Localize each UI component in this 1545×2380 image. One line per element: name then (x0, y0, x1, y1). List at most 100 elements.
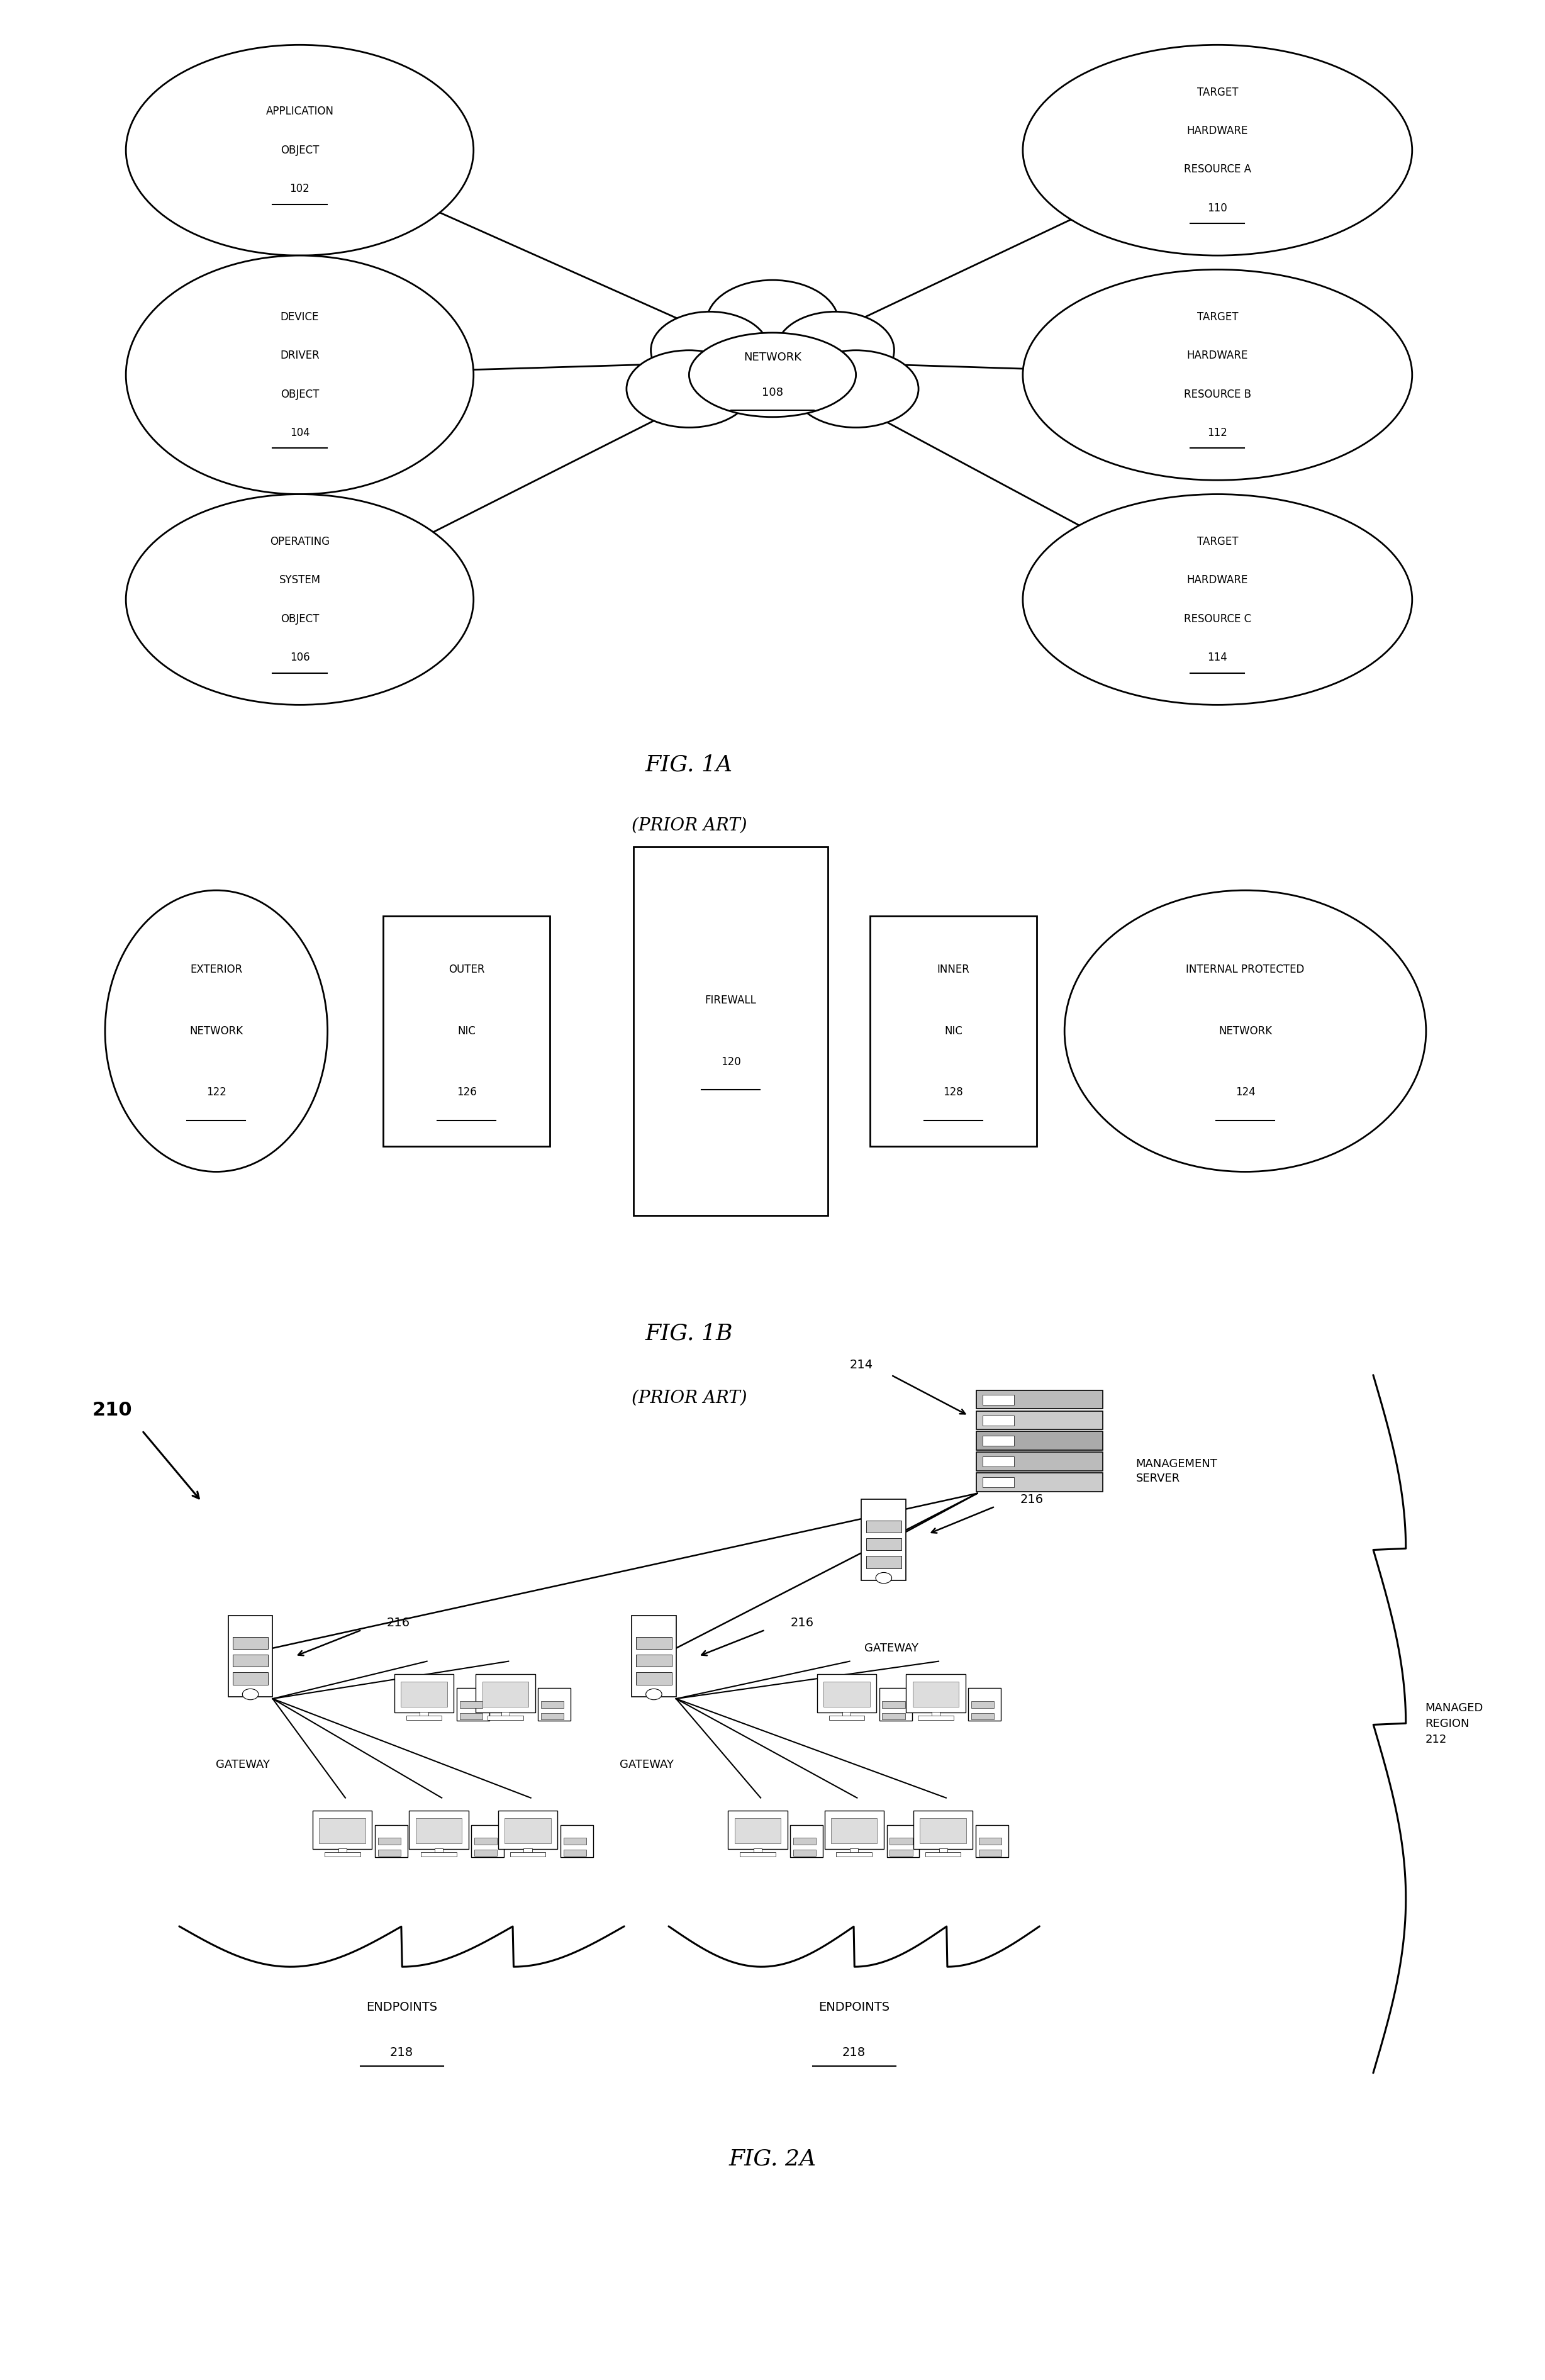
Text: 216: 216 (1020, 1495, 1043, 1507)
Text: 110: 110 (1208, 202, 1227, 214)
Text: NETWORK: NETWORK (743, 352, 802, 364)
FancyBboxPatch shape (564, 1837, 586, 1845)
FancyBboxPatch shape (541, 1714, 564, 1718)
FancyBboxPatch shape (510, 1852, 545, 1856)
Text: NETWORK: NETWORK (190, 1026, 243, 1038)
Text: 104: 104 (290, 426, 309, 438)
FancyBboxPatch shape (879, 1687, 912, 1721)
Circle shape (876, 1573, 891, 1583)
FancyBboxPatch shape (905, 1673, 966, 1714)
FancyBboxPatch shape (823, 1683, 870, 1706)
Ellipse shape (1065, 890, 1426, 1171)
FancyBboxPatch shape (862, 1499, 905, 1580)
FancyBboxPatch shape (983, 1457, 1014, 1466)
Ellipse shape (127, 45, 474, 255)
FancyBboxPatch shape (459, 1702, 482, 1709)
FancyBboxPatch shape (420, 1852, 457, 1856)
Text: (PRIOR ART): (PRIOR ART) (632, 816, 746, 833)
Text: EXTERIOR: EXTERIOR (190, 964, 243, 976)
FancyBboxPatch shape (409, 1811, 468, 1849)
FancyBboxPatch shape (882, 1702, 905, 1709)
FancyBboxPatch shape (476, 1673, 535, 1714)
Ellipse shape (1023, 495, 1412, 704)
FancyBboxPatch shape (633, 847, 828, 1216)
FancyBboxPatch shape (983, 1416, 1014, 1426)
Ellipse shape (627, 350, 752, 428)
Text: SYSTEM: SYSTEM (280, 574, 320, 585)
Ellipse shape (1023, 45, 1412, 255)
FancyBboxPatch shape (457, 1687, 490, 1721)
FancyBboxPatch shape (890, 1849, 913, 1856)
FancyBboxPatch shape (632, 1616, 677, 1697)
FancyBboxPatch shape (918, 1716, 953, 1721)
FancyBboxPatch shape (459, 1714, 482, 1718)
FancyBboxPatch shape (978, 1837, 1001, 1845)
FancyBboxPatch shape (972, 1714, 993, 1718)
Text: OBJECT: OBJECT (281, 145, 318, 155)
FancyBboxPatch shape (728, 1811, 788, 1849)
FancyBboxPatch shape (870, 916, 1037, 1147)
Text: OBJECT: OBJECT (281, 614, 318, 624)
FancyBboxPatch shape (312, 1811, 372, 1849)
Text: 102: 102 (290, 183, 309, 195)
Text: NIC: NIC (944, 1026, 963, 1038)
FancyBboxPatch shape (561, 1825, 593, 1856)
FancyBboxPatch shape (564, 1849, 586, 1856)
FancyBboxPatch shape (976, 1390, 1103, 1409)
Text: TARGET: TARGET (1197, 312, 1238, 324)
Text: HARDWARE: HARDWARE (1187, 350, 1248, 362)
Text: DRIVER: DRIVER (280, 350, 320, 362)
FancyBboxPatch shape (233, 1637, 269, 1649)
Text: OUTER: OUTER (448, 964, 485, 976)
Ellipse shape (794, 350, 918, 428)
FancyBboxPatch shape (865, 1521, 902, 1533)
Text: FIG. 1B: FIG. 1B (646, 1323, 732, 1345)
Text: (PRIOR ART): (PRIOR ART) (632, 1390, 746, 1407)
Text: ENDPOINTS: ENDPOINTS (366, 2002, 437, 2013)
FancyBboxPatch shape (976, 1473, 1103, 1492)
Text: FIG. 2A: FIG. 2A (729, 2149, 816, 2171)
FancyBboxPatch shape (919, 1818, 966, 1842)
FancyBboxPatch shape (865, 1537, 902, 1549)
FancyBboxPatch shape (482, 1683, 528, 1706)
Text: 114: 114 (1208, 652, 1227, 664)
FancyBboxPatch shape (972, 1702, 993, 1709)
Text: HARDWARE: HARDWARE (1187, 574, 1248, 585)
Text: INNER: INNER (936, 964, 970, 976)
Text: GATEWAY: GATEWAY (216, 1759, 270, 1771)
FancyBboxPatch shape (817, 1673, 876, 1714)
Text: GATEWAY: GATEWAY (620, 1759, 674, 1771)
Text: HARDWARE: HARDWARE (1187, 126, 1248, 136)
Text: TARGET: TARGET (1197, 86, 1238, 98)
FancyBboxPatch shape (976, 1411, 1103, 1430)
FancyBboxPatch shape (865, 1557, 902, 1568)
Text: GATEWAY: GATEWAY (864, 1642, 918, 1654)
FancyBboxPatch shape (825, 1811, 884, 1849)
Ellipse shape (105, 890, 328, 1171)
FancyBboxPatch shape (488, 1716, 524, 1721)
Text: OPERATING: OPERATING (270, 536, 329, 547)
Ellipse shape (1023, 269, 1412, 481)
Text: 218: 218 (842, 2047, 865, 2059)
FancyBboxPatch shape (978, 1849, 1001, 1856)
FancyBboxPatch shape (983, 1395, 1014, 1404)
FancyBboxPatch shape (913, 1811, 973, 1849)
FancyBboxPatch shape (474, 1849, 497, 1856)
Text: 210: 210 (93, 1402, 133, 1418)
Text: 126: 126 (457, 1088, 476, 1097)
Text: OBJECT: OBJECT (281, 388, 318, 400)
FancyBboxPatch shape (538, 1687, 570, 1721)
Text: ENDPOINTS: ENDPOINTS (819, 2002, 890, 2013)
FancyBboxPatch shape (793, 1837, 816, 1845)
FancyBboxPatch shape (505, 1818, 552, 1842)
Text: APPLICATION: APPLICATION (266, 105, 334, 117)
Text: 216: 216 (791, 1616, 814, 1628)
FancyBboxPatch shape (791, 1825, 823, 1856)
Text: DEVICE: DEVICE (281, 312, 318, 324)
FancyBboxPatch shape (932, 1711, 939, 1716)
FancyBboxPatch shape (925, 1852, 961, 1856)
FancyBboxPatch shape (890, 1837, 913, 1845)
Text: 122: 122 (207, 1088, 226, 1097)
Text: 120: 120 (722, 1057, 740, 1066)
FancyBboxPatch shape (541, 1702, 564, 1709)
